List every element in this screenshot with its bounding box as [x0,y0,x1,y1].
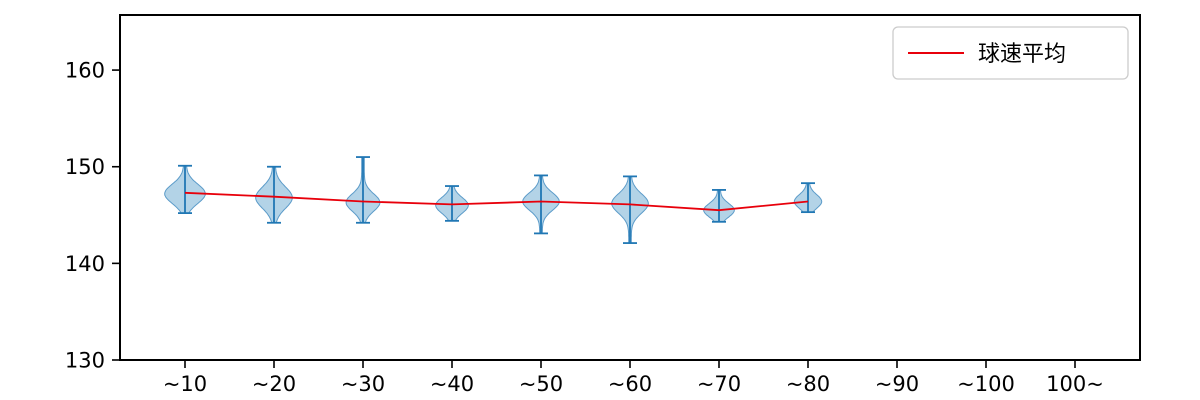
mean-velocity-line [184,191,809,212]
x-tick-label: ~80 [786,372,830,396]
x-tick-label: ~50 [519,372,563,396]
legend-box [892,26,1129,80]
y-tick-label: 160 [65,59,105,83]
x-tick-label: ~70 [697,372,741,396]
x-tick-label: ~20 [252,372,296,396]
x-tick-label: ~100 [957,372,1015,396]
legend-label: 球速平均 [978,42,1066,67]
y-tick-label: 130 [65,349,105,373]
axes: 130 140 150 160 ~10 ~20 ~30 ~40 ~50 ~60 ~70 ~80 ~90 ~… [65,59,1104,396]
plot-border [119,14,1141,361]
y-tick-label: 140 [65,252,105,276]
legend: 球速平均 [892,26,1129,80]
x-tick-label: ~60 [608,372,652,396]
x-tick-label: 100~ [1046,372,1104,396]
violins [164,156,823,244]
x-tick-label: ~40 [430,372,474,396]
x-tick-label: ~90 [875,372,919,396]
x-tick-label: ~30 [341,372,385,396]
x-tick-label: ~10 [163,372,207,396]
y-tick-label: 150 [65,155,105,179]
